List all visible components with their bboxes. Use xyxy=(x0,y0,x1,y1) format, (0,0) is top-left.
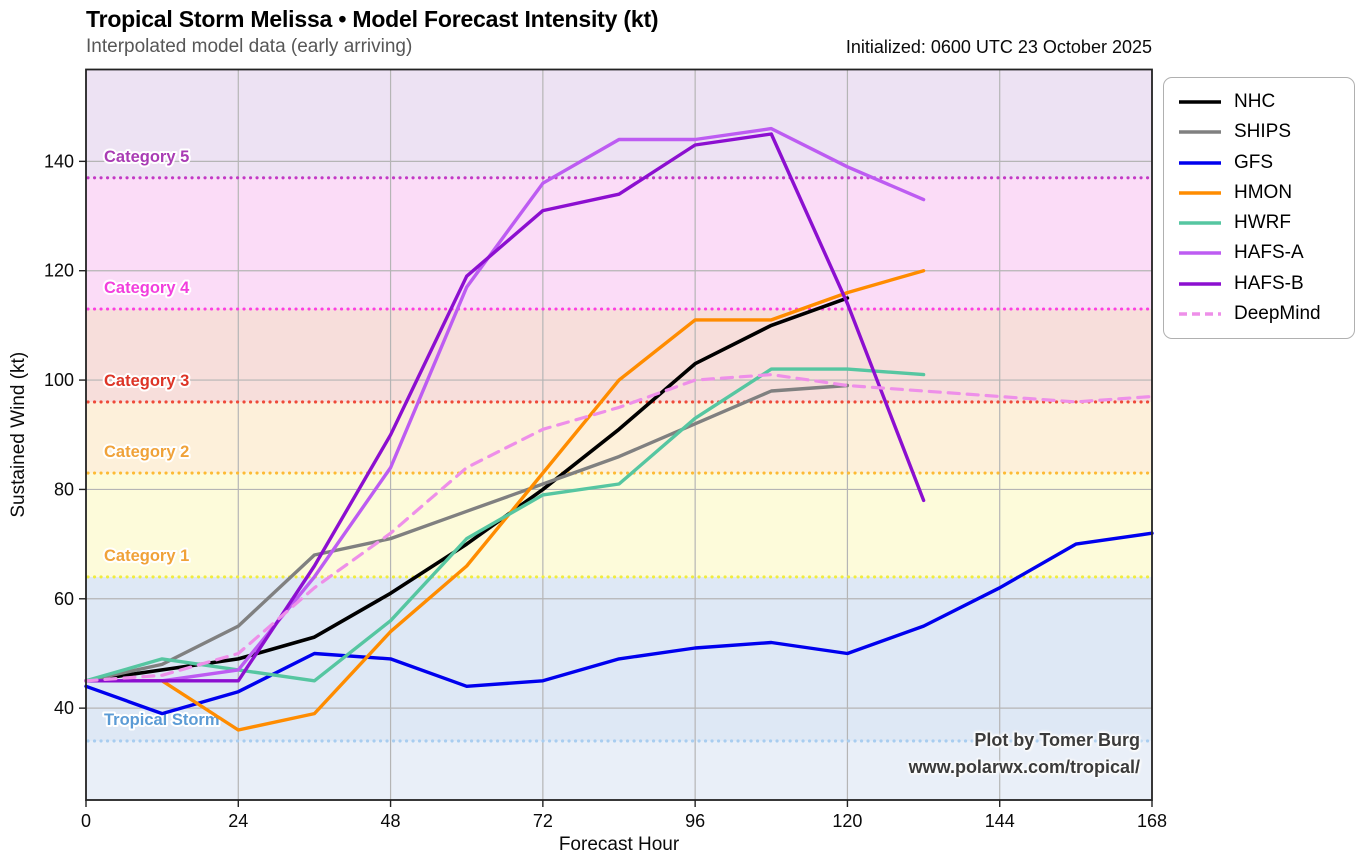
x-tick-label-144: 144 xyxy=(985,811,1015,831)
category-label-category-2: Category 2 xyxy=(104,443,189,461)
series-line-hmon xyxy=(84,269,926,732)
legend-label-nhc: NHC xyxy=(1234,91,1276,112)
x-axis: 0 24 48 72 96 120 144 168 Forecast Hour xyxy=(81,800,1167,855)
legend-swatch-gfs xyxy=(1179,160,1221,165)
y-tick-label-140: 140 xyxy=(44,151,74,171)
plot-frame xyxy=(85,68,1153,801)
band-category-3 xyxy=(86,308,1152,402)
band-category-1 xyxy=(86,473,1152,577)
category-threshold-lines xyxy=(86,176,1152,743)
x-tick-label-0: 0 xyxy=(81,811,91,831)
legend-item-hmon: HMON xyxy=(1178,182,1340,204)
legend-item-hafs-b: HAFS-B xyxy=(1178,273,1340,295)
legend: NHC SHIPS GFS HMON HWRF HAFS-A HAFS-B DeepMind xyxy=(1163,77,1355,339)
x-tick-label-96: 96 xyxy=(685,811,705,831)
x-tick-label-72: 72 xyxy=(533,811,553,831)
y-axis-label: Sustained Wind (kt) xyxy=(8,352,29,518)
series-line-nhc xyxy=(84,296,850,683)
x-tick-label-48: 48 xyxy=(381,811,401,831)
legend-label-hwrf: HWRF xyxy=(1234,212,1291,234)
x-axis-label: Forecast Hour xyxy=(559,834,680,855)
y-tick-label-60: 60 xyxy=(54,589,74,609)
legend-item-nhc: NHC xyxy=(1178,91,1340,113)
legend-item-gfs: GFS xyxy=(1178,152,1340,174)
legend-swatch-ships xyxy=(1179,130,1221,135)
page-title: Tropical Storm Melissa • Model Forecast … xyxy=(86,6,659,32)
legend-item-ships: SHIPS xyxy=(1178,121,1340,143)
category-label-category-1: Category 1 xyxy=(104,547,189,565)
legend-item-deepmind: DeepMind xyxy=(1178,303,1340,325)
series-line-ships xyxy=(84,383,850,683)
x-tick-label-24: 24 xyxy=(228,811,248,831)
legend-swatch-nhc xyxy=(1179,100,1221,104)
band-category-4 xyxy=(86,177,1152,309)
category-label-tropical-storm: Tropical Storm xyxy=(104,711,220,729)
category-labels: Tropical Storm Category 1 Category 2 Catego… xyxy=(102,146,222,731)
y-axis: 40 60 80 100 120 140 Sustained Wind (kt) xyxy=(8,151,86,718)
legend-label-gfs: GFS xyxy=(1234,151,1274,173)
category-bands xyxy=(86,69,1152,800)
legend-label-deepmind: DeepMind xyxy=(1234,302,1321,324)
series-line-gfs xyxy=(84,531,1154,716)
series-line-hafs-a xyxy=(84,126,926,683)
watermark: Plot by Tomer Burg www.polarwx.com/tropi… xyxy=(909,727,1140,781)
legend-item-hwrf: HWRF xyxy=(1178,212,1340,234)
category-label-category-3: Category 3 xyxy=(104,372,189,390)
legend-swatch-hmon xyxy=(1179,191,1221,195)
legend-item-hafs-a: HAFS-A xyxy=(1178,242,1340,264)
band-category-5 xyxy=(86,69,1152,178)
y-tick-label-100: 100 xyxy=(44,370,74,390)
series-line-hwrf xyxy=(84,367,926,683)
watermark-line2: www.polarwx.com/tropical/ xyxy=(908,757,1140,777)
band-category-2 xyxy=(86,401,1152,474)
legend-swatch-hwrf xyxy=(1179,221,1221,225)
x-tick-label-120: 120 xyxy=(832,811,862,831)
watermark-line1: Plot by Tomer Burg xyxy=(974,730,1140,750)
legend-label-hafs-b: HAFS-B xyxy=(1234,272,1304,294)
y-tick-label-120: 120 xyxy=(44,261,74,281)
model-series xyxy=(84,126,1154,732)
legend-label-ships: SHIPS xyxy=(1234,121,1292,143)
legend-swatch-hafs-b xyxy=(1179,281,1221,286)
band-below-tropical-storm xyxy=(86,740,1152,800)
y-tick-label-40: 40 xyxy=(54,698,74,718)
x-tick-label-168: 168 xyxy=(1137,811,1167,831)
legend-label-hmon: HMON xyxy=(1234,181,1293,203)
chart-subtitle: Interpolated model data (early arriving) xyxy=(86,36,413,57)
category-label-category-4: Category 4 xyxy=(104,279,190,297)
legend-swatch-deepmind xyxy=(1179,312,1221,316)
series-line-deepmind xyxy=(84,373,1154,683)
legend-label-hafs-a: HAFS-A xyxy=(1234,242,1304,264)
legend-swatch-hafs-a xyxy=(1179,251,1221,256)
initialized-time: Initialized: 0600 UTC 23 October 2025 xyxy=(845,37,1152,57)
series-line-hafs-b xyxy=(84,132,926,683)
y-tick-label-80: 80 xyxy=(54,479,74,499)
category-label-category-5: Category 5 xyxy=(104,148,189,166)
